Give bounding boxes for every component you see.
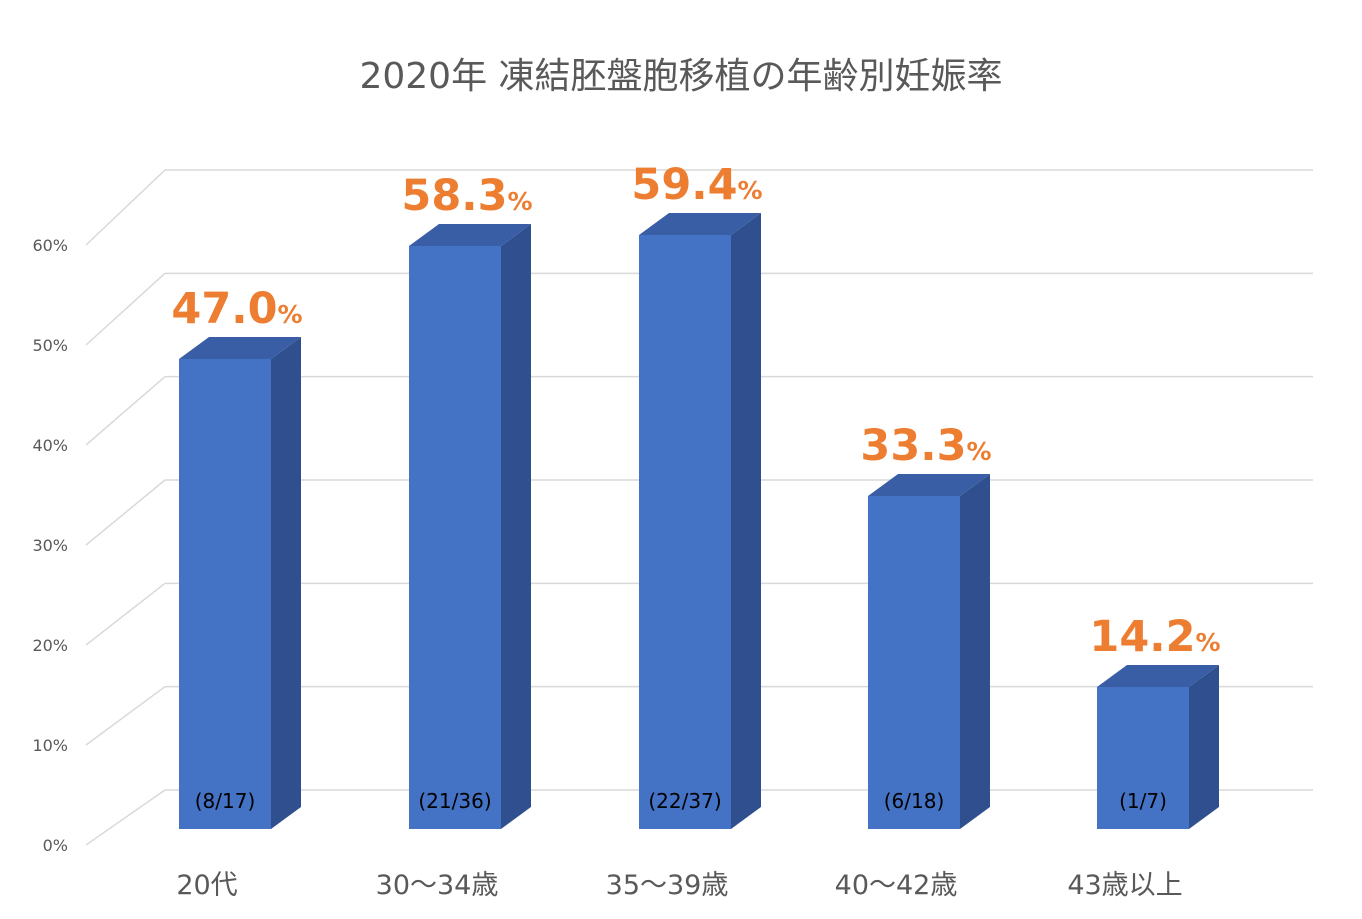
data-label: 14.2%: [1089, 612, 1220, 662]
gridline-depth: [85, 272, 166, 346]
y-tick-label: 30%: [32, 536, 68, 555]
data-label: 33.3%: [860, 421, 991, 471]
data-label: 59.4%: [631, 160, 762, 210]
bar-side: [271, 337, 301, 829]
y-tick-label: 40%: [32, 436, 68, 455]
bar-side: [1189, 665, 1219, 829]
gridline-depth: [85, 582, 166, 646]
bar-side: [501, 224, 531, 829]
count-labels: (8/17) (21/36) (22/37) (6/18) (1/7): [195, 789, 1167, 813]
count-label: (21/36): [418, 789, 491, 813]
x-tick-label: 40～42歳: [835, 870, 958, 901]
bar-front: [1097, 687, 1189, 829]
data-labels: 47.0% 58.3% 59.4% 33.3% 14.2%: [171, 160, 1220, 662]
bars: [179, 213, 1219, 829]
count-label: (8/17): [195, 789, 256, 813]
bar-top: [1097, 665, 1219, 687]
bar: [1097, 665, 1219, 829]
gridline-depth: [85, 686, 166, 746]
bar-front: [639, 235, 731, 829]
x-tick-label: 30～34歳: [376, 870, 499, 901]
data-label: 47.0%: [171, 284, 302, 334]
bar-top: [639, 213, 761, 235]
gridline-depth: [85, 789, 166, 846]
bar: [179, 337, 301, 829]
bar: [639, 213, 761, 829]
bar-top: [409, 224, 531, 246]
data-label: 58.3%: [401, 171, 532, 221]
x-tick-label: 43歳以上: [1067, 870, 1182, 901]
bar-front: [409, 246, 501, 829]
y-tick-label: 0%: [43, 836, 68, 855]
x-tick-label: 20代: [176, 870, 237, 901]
gridline-depth: [85, 376, 166, 446]
bar: [868, 474, 990, 829]
bar-front: [179, 359, 271, 829]
bar: [409, 224, 531, 829]
bar-side: [960, 474, 990, 829]
y-axis-ticks: 0% 10% 20% 30% 40% 50% 60%: [32, 236, 68, 855]
gridline-depth: [85, 169, 166, 246]
y-tick-label: 20%: [32, 636, 68, 655]
bar-top: [179, 337, 301, 359]
gridline-depth: [85, 479, 166, 546]
count-label: (1/7): [1119, 789, 1167, 813]
bar-side: [731, 213, 761, 829]
chart-title: 2020年 凍結胚盤胞移植の年齢別妊娠率: [359, 56, 1002, 97]
x-axis-ticks: 20代 30～34歳 35～39歳 40～42歳 43歳以上: [176, 870, 1182, 901]
y-tick-label: 10%: [32, 736, 68, 755]
count-label: (6/18): [884, 789, 945, 813]
y-tick-label: 60%: [32, 236, 68, 255]
bar-front: [868, 496, 960, 829]
bar-top: [868, 474, 990, 496]
x-tick-label: 35～39歳: [606, 870, 729, 901]
y-tick-label: 50%: [32, 336, 68, 355]
count-label: (22/37): [648, 789, 721, 813]
